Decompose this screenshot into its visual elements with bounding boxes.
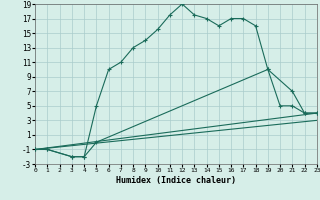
X-axis label: Humidex (Indice chaleur): Humidex (Indice chaleur) [116, 176, 236, 185]
